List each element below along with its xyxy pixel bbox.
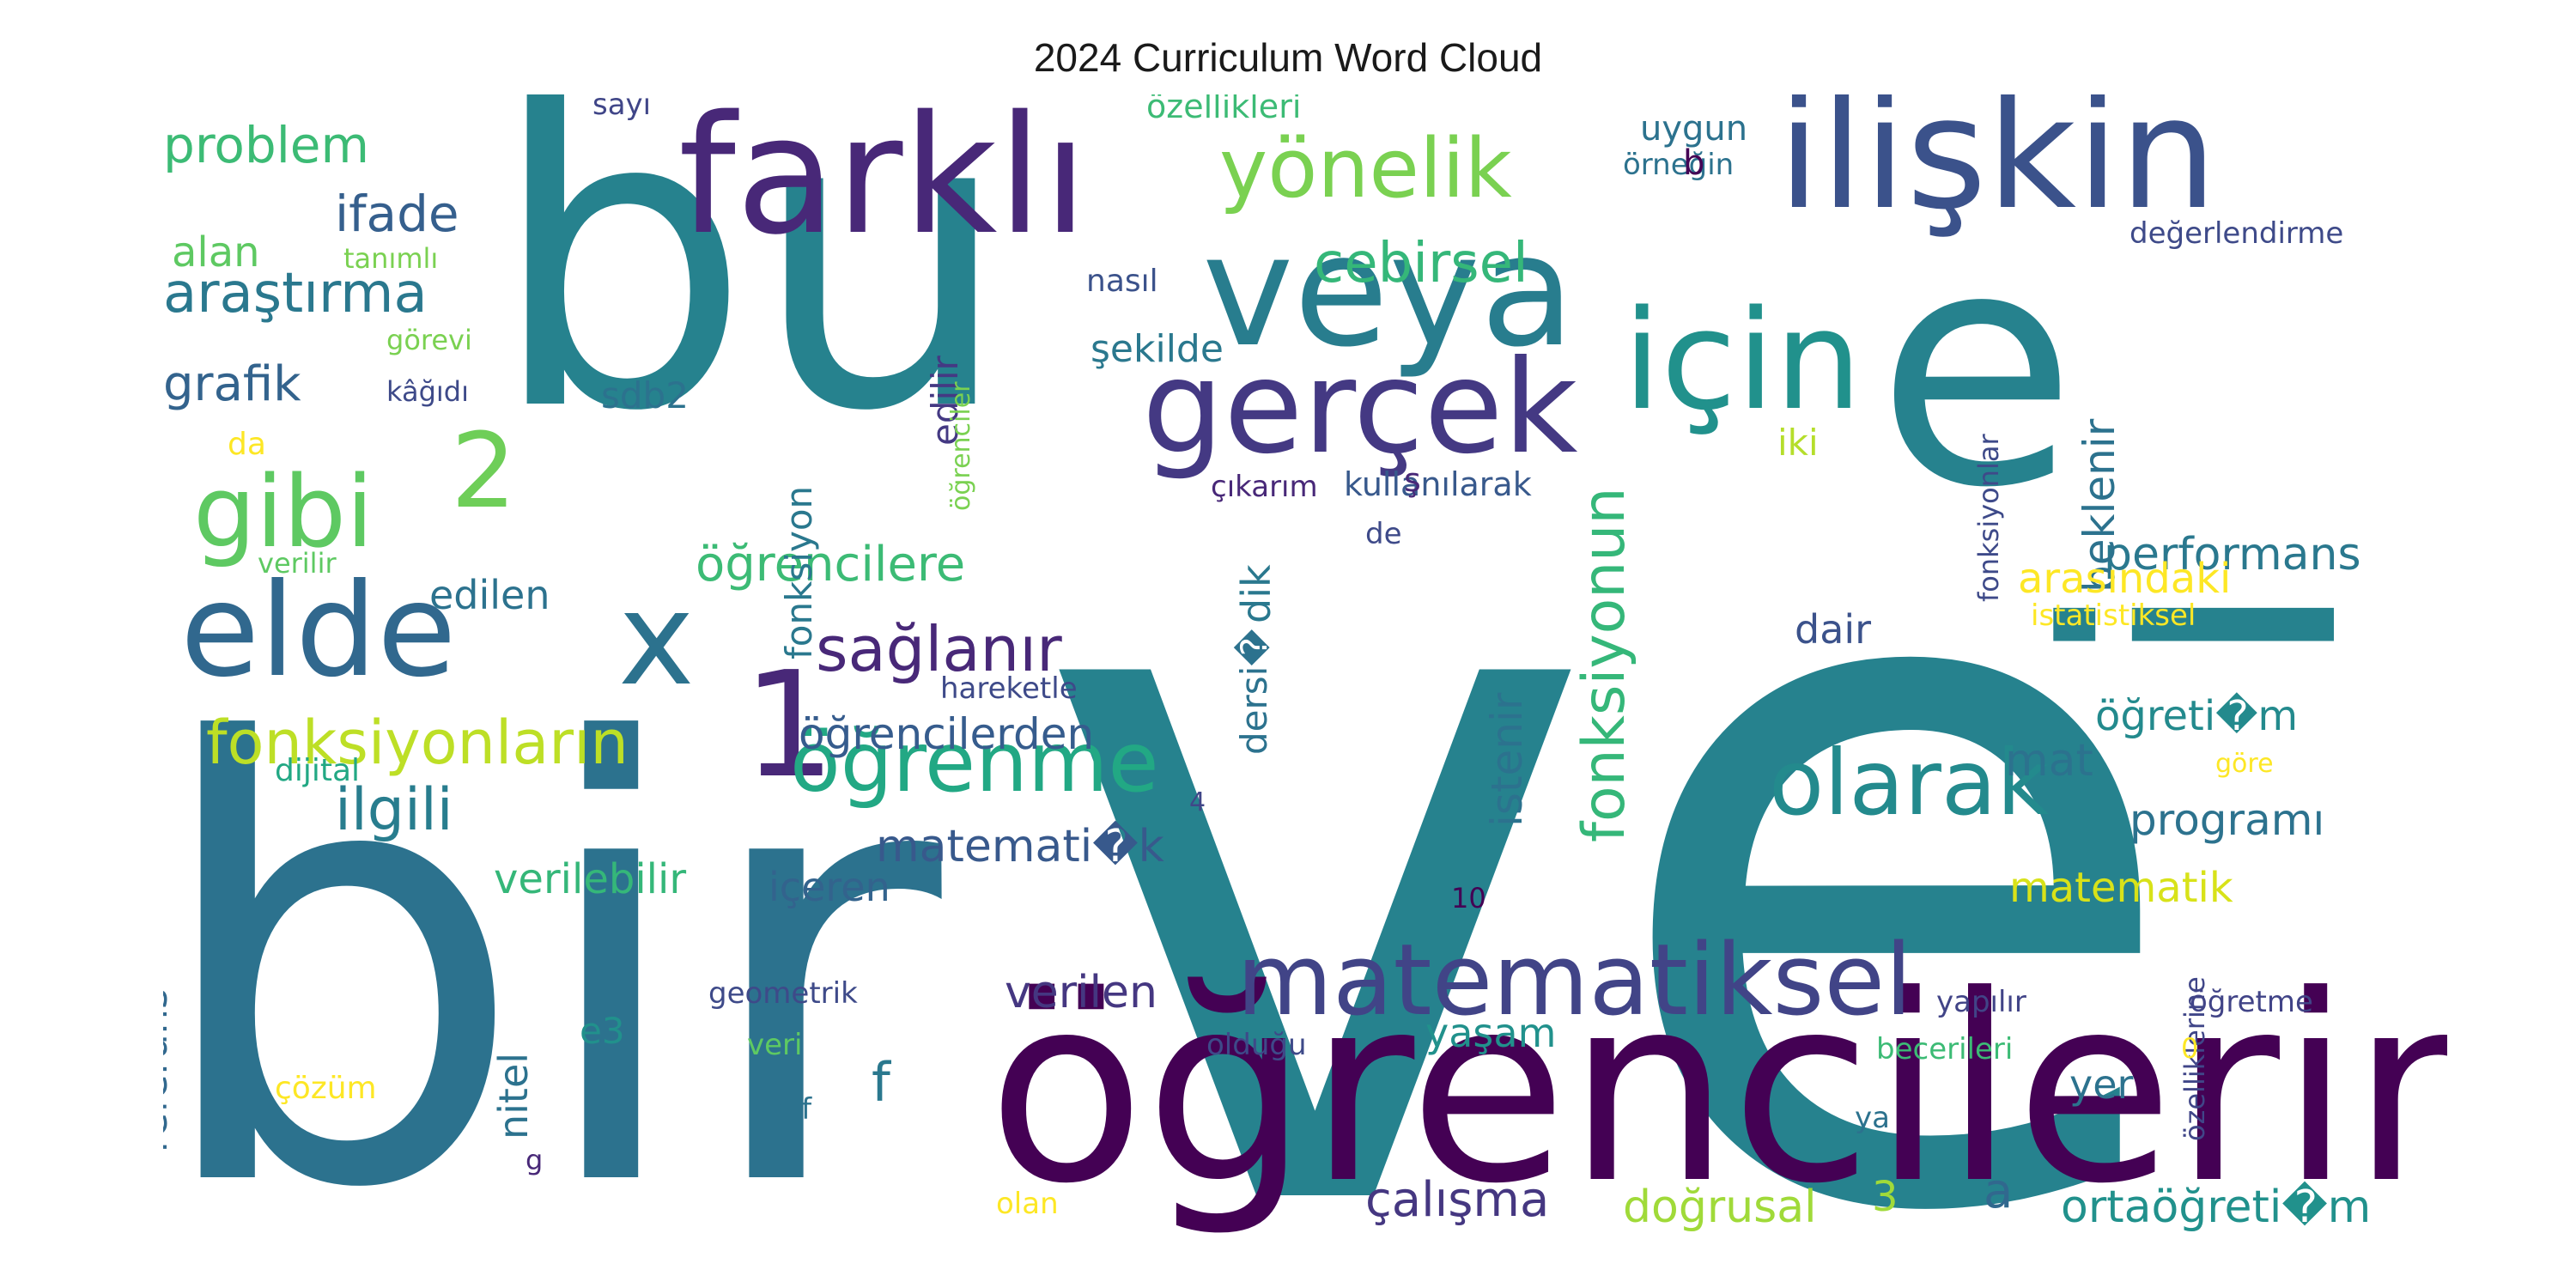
word-cloud-term: öğrencilere: [696, 537, 966, 592]
word-cloud-term: görevi: [386, 324, 472, 356]
word-cloud-term: e: [1876, 179, 2077, 559]
word-cloud-term: referans: [163, 988, 176, 1153]
word-cloud-term: 1: [743, 641, 836, 811]
word-cloud-term: olan: [996, 1187, 1059, 1221]
word-cloud-term: özellikleri: [1146, 94, 1302, 125]
word-cloud-term: matematiksel: [1236, 923, 1913, 1038]
word-cloud-term: verilir: [258, 547, 337, 580]
word-cloud-term: yapılır: [1936, 985, 2026, 1019]
word-cloud-term: sdb2: [601, 374, 689, 416]
word-cloud-term: bu: [489, 94, 1012, 501]
word-cloud-term: veri: [747, 1028, 803, 1062]
word-cloud-term: dersi�: [1233, 629, 1275, 755]
word-cloud-term: arasındaki: [2018, 555, 2232, 603]
word-cloud-term: fonksiyonun: [1571, 487, 1638, 843]
word-cloud-term: fonksiyonların: [206, 708, 629, 778]
word-cloud-term: a: [1984, 1163, 2014, 1219]
word-cloud-term: g: [526, 1144, 544, 1176]
word-cloud-term: ya: [1855, 1101, 1890, 1135]
word-cloud-term: için: [1623, 280, 1862, 440]
word-cloud-term: sağlanır: [816, 613, 1062, 685]
word-cloud-term: içeren: [769, 864, 890, 910]
word-cloud-term: dair: [1795, 606, 1872, 653]
word-cloud-term: geometrik: [708, 976, 858, 1011]
word-cloud-term: araştırma: [163, 262, 428, 325]
word-cloud-term: performans: [2104, 529, 2361, 580]
word-cloud-term: 2: [451, 412, 517, 532]
word-cloud-term: öğretme: [2190, 985, 2313, 1019]
word-cloud-term: doğrusal: [1623, 1182, 1817, 1233]
word-cloud-term: hareketle: [940, 671, 1078, 706]
word-cloud-term: da: [228, 427, 266, 462]
word-cloud-term: 4: [1189, 787, 1206, 817]
word-cloud-term: kullanılarak: [1344, 465, 1532, 503]
word-cloud-term: b: [1683, 143, 1705, 183]
word-cloud-term: ilişkin: [1777, 94, 2218, 244]
word-cloud-term: öğrencilerden: [799, 709, 1095, 759]
word-cloud-term: öğrenme: [790, 714, 1159, 811]
word-cloud-term: elde: [180, 556, 457, 706]
word-cloud-term: f: [872, 1051, 890, 1114]
word-cloud-term: cebirsel: [1314, 232, 1528, 295]
word-cloud-term: alan: [172, 228, 260, 276]
word-cloud-term: öğrenciler: [946, 381, 976, 512]
word-cloud-term: matemati�k: [876, 821, 1164, 872]
word-cloud-term: 3: [1872, 1173, 1899, 1221]
word-cloud-term: sınıf: [751, 1092, 812, 1127]
word-cloud-term: gerçek: [1142, 333, 1578, 483]
chart-title: 2024 Curriculum Word Cloud: [1033, 35, 1543, 80]
word-cloud-term: şekilde: [1091, 327, 1224, 371]
word-cloud-term: yaşam: [1425, 1010, 1557, 1056]
word-cloud-term: iki: [1777, 422, 1819, 464]
word-cloud-term: örneğin: [1623, 148, 1735, 182]
word-cloud-term: veya: [1202, 202, 1576, 381]
word-cloud-term: becerileri: [1876, 1032, 2014, 1066]
word-cloud-term: ş: [1404, 461, 1421, 499]
word-cloud-term: fonksiyon: [778, 485, 820, 659]
word-cloud-term: dijital: [275, 753, 361, 788]
word-cloud-term: olarak: [1769, 731, 2050, 835]
word-cloud-term: gibi: [193, 455, 374, 570]
word-cloud-term: mat: [2005, 735, 2093, 787]
word-cloud-term: yer: [2069, 1061, 2134, 1108]
word-cloud-term: de: [1365, 517, 1402, 551]
word-cloud-term: dik: [1233, 564, 1279, 623]
word-cloud-term: ortaöğreti�m: [2061, 1182, 2372, 1233]
word-cloud-term: öğreti�m: [2095, 692, 2299, 740]
word-cloud-term: problem: [163, 116, 369, 174]
word-cloud-term: verilen: [1005, 967, 1157, 1018]
word-cloud-term: istatistiksel: [2031, 598, 2196, 633]
word-cloud-term: edilen: [429, 572, 550, 618]
word-cloud-term: x: [618, 565, 695, 714]
word-cloud-term: sayı: [592, 94, 652, 122]
word-cloud-term: ilgili: [335, 776, 453, 844]
word-cloud-term: yönelik: [1219, 122, 1512, 216]
word-cloud-term: 0: [2181, 1032, 2199, 1065]
word-cloud-term: uygun: [1640, 109, 1748, 149]
word-cloud-term: kâğıdı: [386, 375, 469, 408]
word-cloud-term: öğrencilerin: [987, 940, 2447, 1240]
word-cloud-term: fonksiyonlar: [1972, 434, 2005, 603]
word-cloud-term: 10: [1451, 882, 1486, 914]
word-cloud-term: istenir: [1482, 692, 1532, 827]
word-cloud-term: tanımlı: [343, 242, 439, 275]
word-cloud-term: ve: [1030, 303, 2191, 1245]
word-cloud-term: çözüm: [275, 1071, 377, 1106]
word-cloud-term: matematik: [2009, 864, 2233, 912]
word-cloud-term: olduğu: [1206, 1028, 1307, 1062]
word-cloud-term: değerlendirme: [2129, 216, 2344, 251]
word-cloud-term: ifade: [335, 185, 459, 243]
word-cloud: ve bir bu e i öğrencilerin ilişkin farklı elde x v…: [163, 94, 2447, 1245]
word-cloud-term: nitel: [490, 1052, 537, 1139]
word-cloud-term: göre: [2215, 749, 2274, 779]
word-cloud-term: çalışma: [1365, 1172, 1550, 1228]
word-cloud-term: grafik: [163, 356, 301, 412]
word-cloud-term: programı: [2129, 795, 2325, 845]
word-cloud-term: nasıl: [1086, 264, 1158, 299]
word-cloud-term: e3: [580, 1010, 625, 1052]
word-cloud-term: farklı: [678, 94, 1089, 270]
word-cloud-term: çıkarım: [1211, 470, 1318, 504]
word-cloud-term: verilebilir: [494, 855, 687, 903]
word-cloud-term: bir: [163, 620, 942, 1246]
